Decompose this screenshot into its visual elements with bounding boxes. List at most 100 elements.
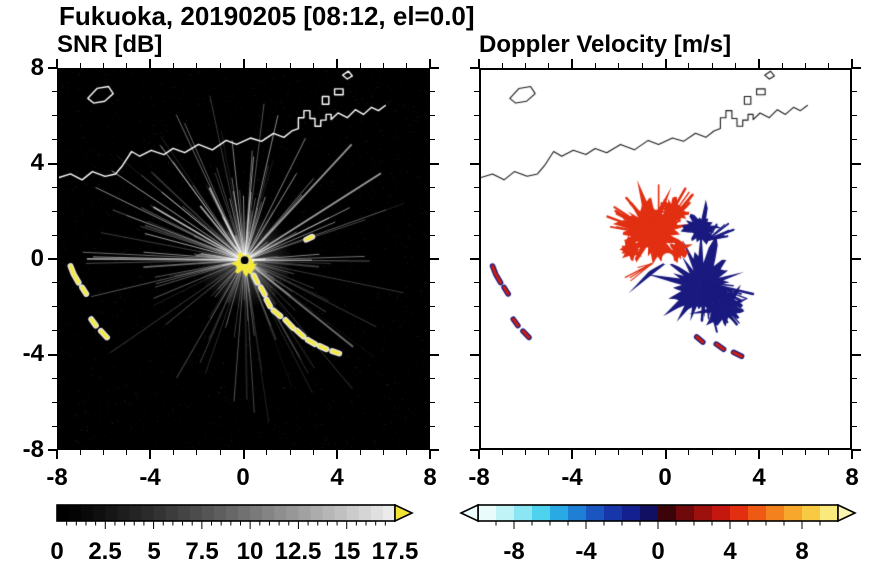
axis-tick [430, 353, 439, 356]
y-tick-label: -4 [22, 340, 44, 367]
snr-panel-title: SNR [dB] [57, 31, 163, 58]
axis-tick [525, 63, 527, 68]
axis-tick [734, 450, 736, 455]
axis-tick [359, 63, 361, 68]
doppler-colorbar-label: 8 [795, 538, 809, 565]
axis-tick [126, 450, 128, 455]
axis-tick [474, 91, 479, 93]
axis-tick [852, 353, 861, 356]
doppler-radar-plot [479, 68, 852, 450]
axis-tick [430, 115, 435, 117]
axis-tick [852, 330, 857, 332]
x-tick-label: -8 [468, 464, 490, 491]
axis-tick [52, 139, 57, 141]
axis-tick [196, 63, 198, 68]
axis-tick [548, 63, 550, 68]
x-tick-label: 4 [330, 464, 344, 491]
axis-tick [474, 139, 479, 141]
snr-colorbar-label: 10 [236, 538, 264, 565]
axis-tick [48, 449, 57, 451]
axis-tick [430, 306, 435, 308]
axis-tick [852, 449, 861, 451]
axis-tick [781, 63, 783, 68]
axis-tick [595, 450, 597, 455]
axis-tick [430, 377, 435, 379]
axis-tick [430, 234, 435, 236]
axis-tick [470, 449, 479, 451]
x-tick-label: -8 [46, 464, 68, 491]
axis-tick [382, 450, 384, 455]
axis-tick [828, 450, 830, 455]
doppler-colorbar-label: -4 [575, 538, 597, 565]
axis-tick [242, 450, 245, 459]
axis-tick [335, 450, 338, 459]
axis-tick [501, 450, 503, 455]
colorbars [56, 503, 857, 529]
axis-tick [474, 186, 479, 188]
x-tick-label: 4 [752, 464, 766, 491]
axis-tick [289, 450, 291, 455]
axis-tick [828, 63, 830, 68]
axis-tick [430, 449, 439, 451]
axis-tick [335, 59, 338, 68]
axis-tick [430, 186, 435, 188]
axis-tick [852, 67, 861, 69]
axis-tick [501, 63, 503, 68]
axis-tick [470, 67, 479, 69]
axis-tick [641, 63, 643, 68]
axis-tick [48, 258, 57, 260]
axis-tick [52, 330, 57, 332]
x-tick-label: 0 [236, 464, 250, 491]
axis-tick [852, 306, 857, 308]
axis-tick [52, 425, 57, 427]
snr-radar-plot [57, 68, 430, 450]
axis-tick [757, 59, 760, 68]
axis-tick [48, 353, 57, 356]
axis-tick [852, 425, 857, 427]
axis-tick [852, 91, 857, 93]
axis-tick [571, 450, 574, 459]
axis-tick [312, 63, 314, 68]
axis-tick [430, 282, 435, 284]
snr-radar-canvas [59, 70, 428, 448]
axis-tick [688, 63, 690, 68]
axis-tick [852, 282, 857, 284]
axis-tick [474, 282, 479, 284]
axis-tick [618, 450, 620, 455]
axis-tick [103, 450, 105, 455]
axis-tick [52, 282, 57, 284]
y-tick-label: 4 [30, 149, 44, 176]
axis-tick [757, 450, 760, 459]
axis-tick [430, 91, 435, 93]
axis-tick [266, 63, 268, 68]
axis-tick [289, 63, 291, 68]
axis-tick [219, 63, 221, 68]
axis-tick [52, 234, 57, 236]
y-tick-label: 0 [30, 245, 44, 272]
axis-tick [56, 59, 58, 68]
axis-tick [474, 401, 479, 403]
axis-tick [474, 115, 479, 117]
axis-tick [852, 234, 857, 236]
axis-tick [474, 330, 479, 332]
axis-tick [804, 450, 806, 455]
axis-tick [804, 63, 806, 68]
y-tick-label: 8 [30, 54, 44, 81]
snr-colorbar-label: 17.5 [371, 538, 419, 565]
axis-tick [430, 139, 435, 141]
axis-tick [266, 450, 268, 455]
axis-tick [474, 210, 479, 212]
axis-tick [219, 450, 221, 455]
axis-tick [618, 63, 620, 68]
axis-tick [852, 162, 861, 165]
doppler-radar-canvas [481, 70, 850, 448]
axis-tick [711, 63, 713, 68]
axis-tick [852, 186, 857, 188]
axis-tick [52, 306, 57, 308]
axis-tick [56, 450, 58, 459]
x-tick-label: 8 [845, 464, 859, 491]
axis-tick [52, 115, 57, 117]
doppler-panel-title: Doppler Velocity [m/s] [479, 31, 732, 58]
axis-tick [571, 59, 574, 68]
